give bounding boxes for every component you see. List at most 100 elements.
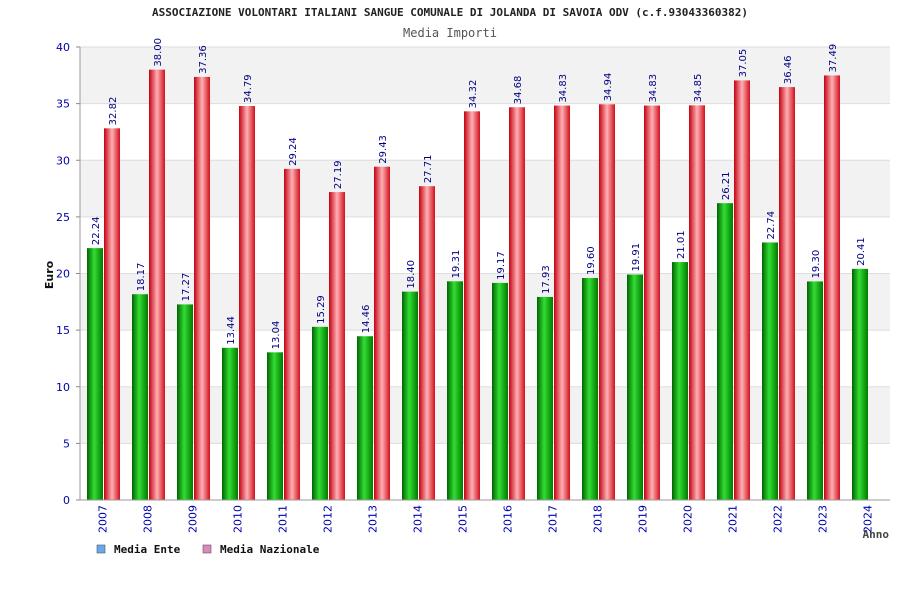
bar-media-nazionale-2016[interactable] <box>509 107 525 501</box>
data-label-media-ente-2012: 15.29 <box>316 295 327 324</box>
data-label-media-ente-2010: 13.44 <box>226 316 237 345</box>
data-label-media-ente-2009: 17.27 <box>181 273 192 302</box>
bar-media-nazionale-2023[interactable] <box>824 75 840 500</box>
x-tick-label: 2014 <box>412 505 425 533</box>
x-tick-label: 2013 <box>367 505 380 533</box>
chart-subtitle: Media Importi <box>403 26 497 40</box>
bar-media-nazionale-2021[interactable] <box>734 80 750 500</box>
y-tick-label: 15 <box>56 324 70 337</box>
data-label-media-ente-2014: 18.40 <box>406 260 417 289</box>
x-tick-label: 2019 <box>637 505 650 533</box>
bar-media-nazionale-2022[interactable] <box>779 87 795 500</box>
x-tick-label: 2020 <box>682 505 695 533</box>
data-label-media-nazionale-2019: 34.83 <box>648 74 659 103</box>
data-label-media-ente-2013: 14.46 <box>361 305 372 334</box>
chart-title: ASSOCIAZIONE VOLONTARI ITALIANI SANGUE C… <box>152 6 748 19</box>
bar-media-nazionale-2015[interactable] <box>464 111 480 501</box>
data-label-media-nazionale-2015: 34.32 <box>468 80 479 109</box>
data-label-media-nazionale-2020: 34.85 <box>693 74 704 103</box>
bar-media-ente-2014[interactable] <box>402 291 418 500</box>
data-label-media-nazionale-2010: 34.79 <box>243 74 254 103</box>
bar-media-nazionale-2020[interactable] <box>689 105 705 500</box>
bar-media-nazionale-2018[interactable] <box>599 104 615 500</box>
legend-swatch-media-nazionale <box>202 544 212 554</box>
bar-media-ente-2016[interactable] <box>492 282 508 500</box>
y-axis-label: Euro <box>43 260 56 289</box>
y-tick-label: 40 <box>56 41 70 54</box>
x-tick-label: 2009 <box>187 505 200 533</box>
bar-media-nazionale-2011[interactable] <box>284 168 300 500</box>
plot-background <box>80 47 890 500</box>
bar-media-nazionale-2010[interactable] <box>239 106 255 501</box>
bars <box>87 69 868 501</box>
x-tick-label: 2022 <box>772 505 785 533</box>
data-label-media-nazionale-2017: 34.83 <box>558 74 569 103</box>
bar-media-nazionale-2019[interactable] <box>644 105 660 501</box>
bar-media-ente-2019[interactable] <box>627 274 643 500</box>
data-label-media-nazionale-2023: 37.49 <box>828 44 839 73</box>
data-label-media-nazionale-2008: 38.00 <box>153 38 164 67</box>
data-label-media-nazionale-2022: 36.46 <box>783 55 794 84</box>
bar-media-ente-2017[interactable] <box>537 296 553 500</box>
legend-label-media-nazionale: Media Nazionale <box>220 543 320 556</box>
data-labels: 22.24 18.17 17.27 13.44 13.04 15.29 14.46 18.40… <box>91 38 867 349</box>
legend-label-media-ente: Media Ente <box>114 543 181 556</box>
bar-media-ente-2021[interactable] <box>717 203 733 500</box>
data-label-media-nazionale-2013: 29.43 <box>378 135 389 164</box>
bar-media-nazionale-2008[interactable] <box>149 69 165 501</box>
x-tick-label: 2008 <box>142 505 155 533</box>
bar-media-ente-2020[interactable] <box>672 262 688 500</box>
legend-item-media-nazionale[interactable]: Media Nazionale <box>202 543 320 556</box>
plot-band <box>80 443 890 500</box>
data-label-media-ente-2018: 19.60 <box>586 246 597 275</box>
x-tick-label: 2007 <box>97 505 110 533</box>
x-tick-label: 2018 <box>592 505 605 533</box>
data-label-media-nazionale-2021: 37.05 <box>738 49 749 78</box>
plot-band <box>80 273 890 331</box>
plot-band <box>80 47 890 104</box>
data-label-media-ente-2022: 22.74 <box>766 211 777 240</box>
data-label-media-ente-2020: 21.01 <box>676 230 687 259</box>
plot-band <box>80 160 890 217</box>
data-label-media-nazionale-2012: 27.19 <box>333 160 344 189</box>
bar-media-ente-2023[interactable] <box>807 281 823 500</box>
bar-media-ente-2010[interactable] <box>222 347 238 500</box>
x-tick-label: 2016 <box>502 505 515 533</box>
data-label-media-ente-2016: 19.17 <box>496 251 507 280</box>
x-tick-label: 2012 <box>322 505 335 533</box>
y-tick-label: 30 <box>56 154 70 167</box>
data-label-media-nazionale-2009: 37.36 <box>198 45 209 74</box>
bar-media-ente-2012[interactable] <box>312 326 328 500</box>
data-label-media-nazionale-2007: 32.82 <box>108 97 119 126</box>
data-label-media-ente-2021: 26.21 <box>721 172 732 201</box>
data-label-media-nazionale-2014: 27.71 <box>423 155 434 184</box>
bar-media-nazionale-2007[interactable] <box>104 128 120 500</box>
y-tick-label: 25 <box>56 211 70 224</box>
legend: Media Ente Media Nazionale <box>96 543 320 556</box>
bar-media-ente-2022[interactable] <box>762 242 778 501</box>
bar-media-ente-2024[interactable] <box>852 268 868 500</box>
y-tick-label: 10 <box>56 381 70 394</box>
bar-media-ente-2018[interactable] <box>582 278 598 500</box>
bar-media-ente-2008[interactable] <box>132 294 148 500</box>
bar-media-ente-2011[interactable] <box>267 352 283 500</box>
bar-media-nazionale-2012[interactable] <box>329 192 345 501</box>
data-label-media-ente-2011: 13.04 <box>271 321 282 350</box>
bar-media-nazionale-2013[interactable] <box>374 166 390 500</box>
legend-swatch-media-ente <box>96 544 106 554</box>
plot-band <box>80 103 890 161</box>
data-label-media-ente-2015: 19.31 <box>451 250 462 279</box>
bar-media-nazionale-2017[interactable] <box>554 105 570 501</box>
axes: 0 5 10 15 20 25 30 35 40 2007 2008 2009 2010 2011 2012… <box>56 41 890 533</box>
bar-media-ente-2013[interactable] <box>357 336 373 500</box>
x-tick-label: 2015 <box>457 505 470 533</box>
bar-media-nazionale-2014[interactable] <box>419 186 435 500</box>
plot-band <box>80 386 890 444</box>
y-tick-label: 20 <box>56 268 70 281</box>
bar-media-ente-2009[interactable] <box>177 304 193 500</box>
bar-media-ente-2015[interactable] <box>447 281 463 500</box>
legend-item-media-ente[interactable]: Media Ente <box>96 543 181 556</box>
x-tick-label: 2024 <box>862 505 875 533</box>
bar-media-ente-2007[interactable] <box>87 248 103 500</box>
bar-media-nazionale-2009[interactable] <box>194 76 210 500</box>
